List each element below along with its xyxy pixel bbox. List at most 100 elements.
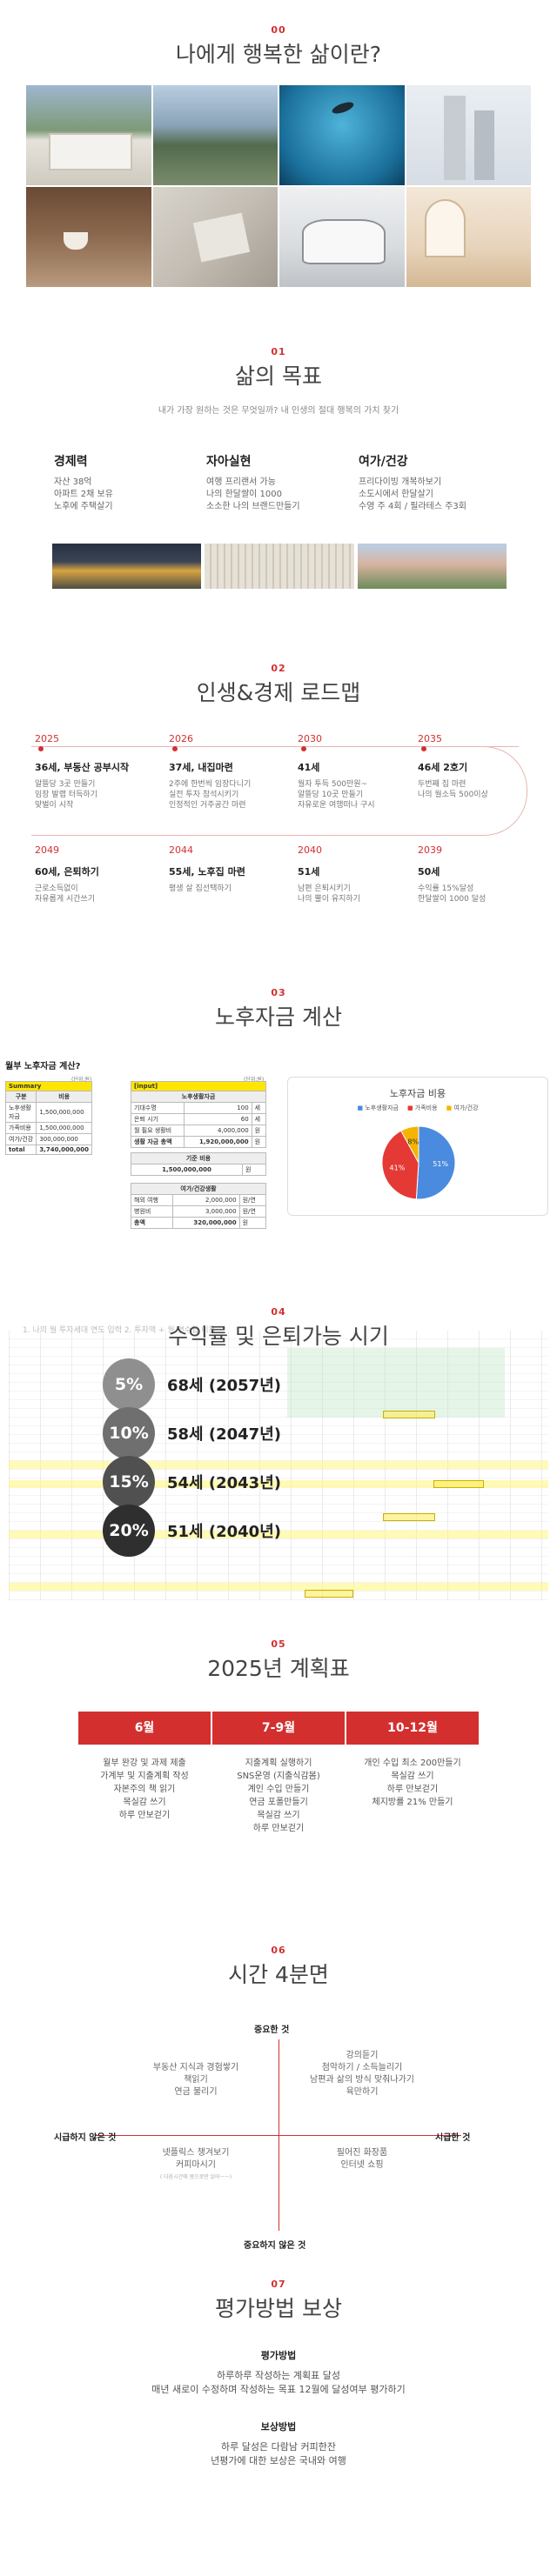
retire-age: 51세 (2040년) [167, 1523, 281, 1541]
milestone-desc: 평생 살 집선택하기 [169, 884, 232, 893]
sheet-highlight-row [9, 1480, 548, 1488]
section-number: 00 [271, 24, 286, 36]
table-row: 월 필요 생활비 4,000,000 원 [130, 1124, 267, 1137]
label-not-urgent: 시급하지 않은 것 [54, 2133, 117, 2143]
table-row: 노후생활자금 1,500,000,000 [4, 1102, 92, 1123]
milestone-dot [421, 746, 426, 751]
table-row: 기대수명 100 세 [130, 1102, 267, 1114]
time-quadrant: 중요한 것 중요하지 않은 것 시급하지 않은 것 시급한 것 부동산 지식과 … [0, 2022, 557, 2251]
quadrant-bottom-left: 넷플릭스 챙겨보기 커피마시기 ( 다음시간에 몸으로만 읽어ㅡㅡ) [159, 2148, 232, 2180]
plan-column: 7-9월 지출계획 실행하기 SNS운영 (지출식감봄) 계인 수입 만들기 연금 포… [212, 1712, 345, 1835]
rate-circle: 10% [103, 1407, 155, 1459]
leisure-table: 여가/건강생활 해외 여행 2,000,000 원/연 병원비 3,000,000 원/… [131, 1183, 267, 1229]
roadmap-milestone: 2039 50세 수익률 15%달성 한달쌀이 1000 달성 [418, 844, 540, 904]
reward-heading: 보상방법 [260, 2421, 297, 2433]
section-title: 삶의 목표 [235, 364, 322, 389]
milestone-dot [38, 746, 44, 751]
table-row: 총액 320,000,000 원 [131, 1217, 267, 1229]
life-goals: 경제력 자산 38억 아파트 2채 보유 노후에 주택살기 자아실현 여행 프리… [54, 452, 507, 513]
label-urgent: 시급한 것 [435, 2133, 471, 2143]
goal-line: 소소한 나의 브랜드만들기 [206, 502, 300, 511]
rate-circle: 15% [103, 1456, 155, 1508]
roadmap-milestone: 2035 46세 2호기 두번째 집 마련 나의 월소득 500이상 [418, 733, 540, 800]
photo-white-car [279, 187, 405, 287]
retire-age: 68세 (2057년) [167, 1377, 281, 1395]
photo-interior [406, 187, 531, 287]
plan-items: 월부 완강 및 과제 제출 가계부 및 지출계획 작성 자본주의 책 읽기 목실감 쓰… [100, 1758, 189, 1820]
rate-circle: 5% [103, 1358, 155, 1411]
milestone-dot [301, 746, 306, 751]
plan-items: 개인 수입 최소 200만들기 목실감 쓰기 하루 만보걷기 체지방률 21% 만들기 [364, 1758, 461, 1807]
goal-line: 프리다이빙 개복하보기 [359, 477, 442, 487]
milestone-desc: 수익률 15%달성 한달쌀이 1000 달성 [418, 884, 487, 904]
section-02: 02 인생&경제 로드맵 [0, 663, 557, 707]
plan-header: 7-9월 [212, 1712, 345, 1745]
table-row: total 3,740,000,000 [4, 1145, 92, 1155]
summary-unit: (단위:원) [71, 1077, 92, 1083]
milestone-head: 41세 [298, 762, 320, 773]
life-roadmap: 2025 36세, 부동산 공부시작 알뜰당 3곳 만들기 임장 발랩 터득하기 맞… [31, 733, 527, 918]
milestone-desc: 알뜰당 3곳 만들기 임장 발랩 터득하기 맞벌이 시작 [35, 780, 97, 810]
photo-coffee-table [26, 187, 151, 287]
milestone-head: 55세, 노후집 마련 [169, 866, 245, 878]
section-number: 05 [271, 1638, 286, 1650]
section-number: 03 [271, 987, 286, 998]
goal-self-realization: 자아실현 여행 프리랜서 가능 나의 한달쌀이 1000 소소한 나의 브랜드만… [206, 452, 354, 513]
section-title: 수익률 및 은퇴가능 시기 [168, 1324, 389, 1349]
table-row: 병원비 3,000,000 원/연 [131, 1205, 267, 1218]
calc-label: 월부 노후자금 계산? [5, 1062, 81, 1071]
summary-tag: Summary [5, 1081, 92, 1091]
retire-age: 58세 (2047년) [167, 1425, 281, 1444]
section-01: 01 삶의 목표 내가 가장 원하는 것은 무엇일까? 내 인생의 절대 행복의… [0, 346, 557, 416]
pie-slice-label: 8% [407, 1138, 419, 1146]
milestone-year: 2025 [35, 733, 59, 744]
label-important: 중요한 것 [254, 2025, 290, 2035]
goal-leisure-health: 여가/건강 프리다이빙 개복하보기 소도시에서 한달살기 수영 주 4회 / 필… [359, 452, 507, 513]
plan-column: 6월 월부 완강 및 과제 제출 가계부 및 지출계획 작성 자본주의 책 읽기 목실… [78, 1712, 211, 1835]
section-00: 00 나에게 행복한 삶이란? [0, 24, 557, 69]
goal-title: 경제력 [54, 455, 88, 469]
section-number: 01 [271, 346, 286, 357]
sheet-highlight-cell [305, 1590, 353, 1598]
goal-photo-strip [52, 544, 507, 589]
plan-table: 6월 월부 완강 및 과제 제출 가계부 및 지출계획 작성 자본주의 책 읽기 목실… [78, 1712, 479, 1835]
input-tag: [input] [131, 1081, 266, 1091]
photo-village [357, 544, 507, 589]
milestone-desc: 두번째 집 마련 나의 월소득 500이상 [418, 780, 488, 799]
milestone-year: 2035 [418, 733, 442, 744]
rate-row: 5% 68세 (2057년) [103, 1358, 281, 1411]
milestone-year: 2039 [418, 844, 442, 856]
pie-chart: 51% 41% 8% [381, 1125, 456, 1200]
pie-slice [381, 1130, 419, 1200]
quadrant-bottom-right: 필어진 화장품 인터넷 쇼핑 [336, 2148, 388, 2170]
rate-row: 15% 54세 (2043년) [103, 1456, 281, 1508]
milestone-head: 50세 [418, 866, 440, 878]
pie-slice [400, 1125, 419, 1164]
roadmap-milestone: 2026 37세, 내집마련 2주에 한번씩 임장다니기 실전 투자 참석시키기 인… [169, 733, 291, 811]
retire-age: 54세 (2043년) [167, 1474, 281, 1492]
photo-freediving [279, 85, 405, 185]
goal-title: 자아실현 [206, 455, 252, 469]
roadmap-milestone: 2040 51세 남편 은퇴시키기 나의 뿔이 유지하기 [298, 844, 419, 904]
table-row: 1,500,000,000 원 [131, 1164, 267, 1176]
milestone-year: 2030 [298, 733, 322, 744]
sheet-faint-heading: 1. 나의 월 투자세대 연도 입력 2. 투자액 + 월 연수입 이용 [23, 1326, 216, 1335]
goal-economy: 경제력 자산 38억 아파트 2채 보유 노후에 주택살기 [54, 452, 202, 513]
happiness-photo-grid [26, 85, 531, 287]
milestone-year: 2040 [298, 844, 322, 856]
input-table: [input] 노후생활자금 기대수명 100 세 은퇴 시기 60 세 월 필요 생활… [130, 1081, 267, 1148]
photo-white-house [26, 85, 151, 185]
sheet-highlight-cell [433, 1480, 484, 1488]
section-title: 노후자금 계산 [215, 1004, 342, 1030]
milestone-desc: 근로소득없이 자유롭게 시간쓰기 [35, 884, 96, 904]
rate-row: 20% 51세 (2040년) [103, 1505, 281, 1557]
section-title: 시간 4분면 [228, 1962, 329, 1987]
label-not-important: 중요하지 않은 것 [244, 2241, 306, 2251]
section-number: 06 [271, 1945, 286, 1956]
evaluation-heading: 평가방법 [260, 2350, 297, 2361]
legend-item: 가족비용 [407, 1104, 438, 1112]
milestone-year: 2049 [35, 844, 59, 856]
table-row: 은퇴 시기 60 세 [130, 1113, 267, 1125]
photo-city-night [52, 544, 202, 589]
milestone-desc: 2주에 한번씩 임장다니기 실전 투자 참석시키기 인정적인 거주공간 마련 [169, 780, 252, 810]
